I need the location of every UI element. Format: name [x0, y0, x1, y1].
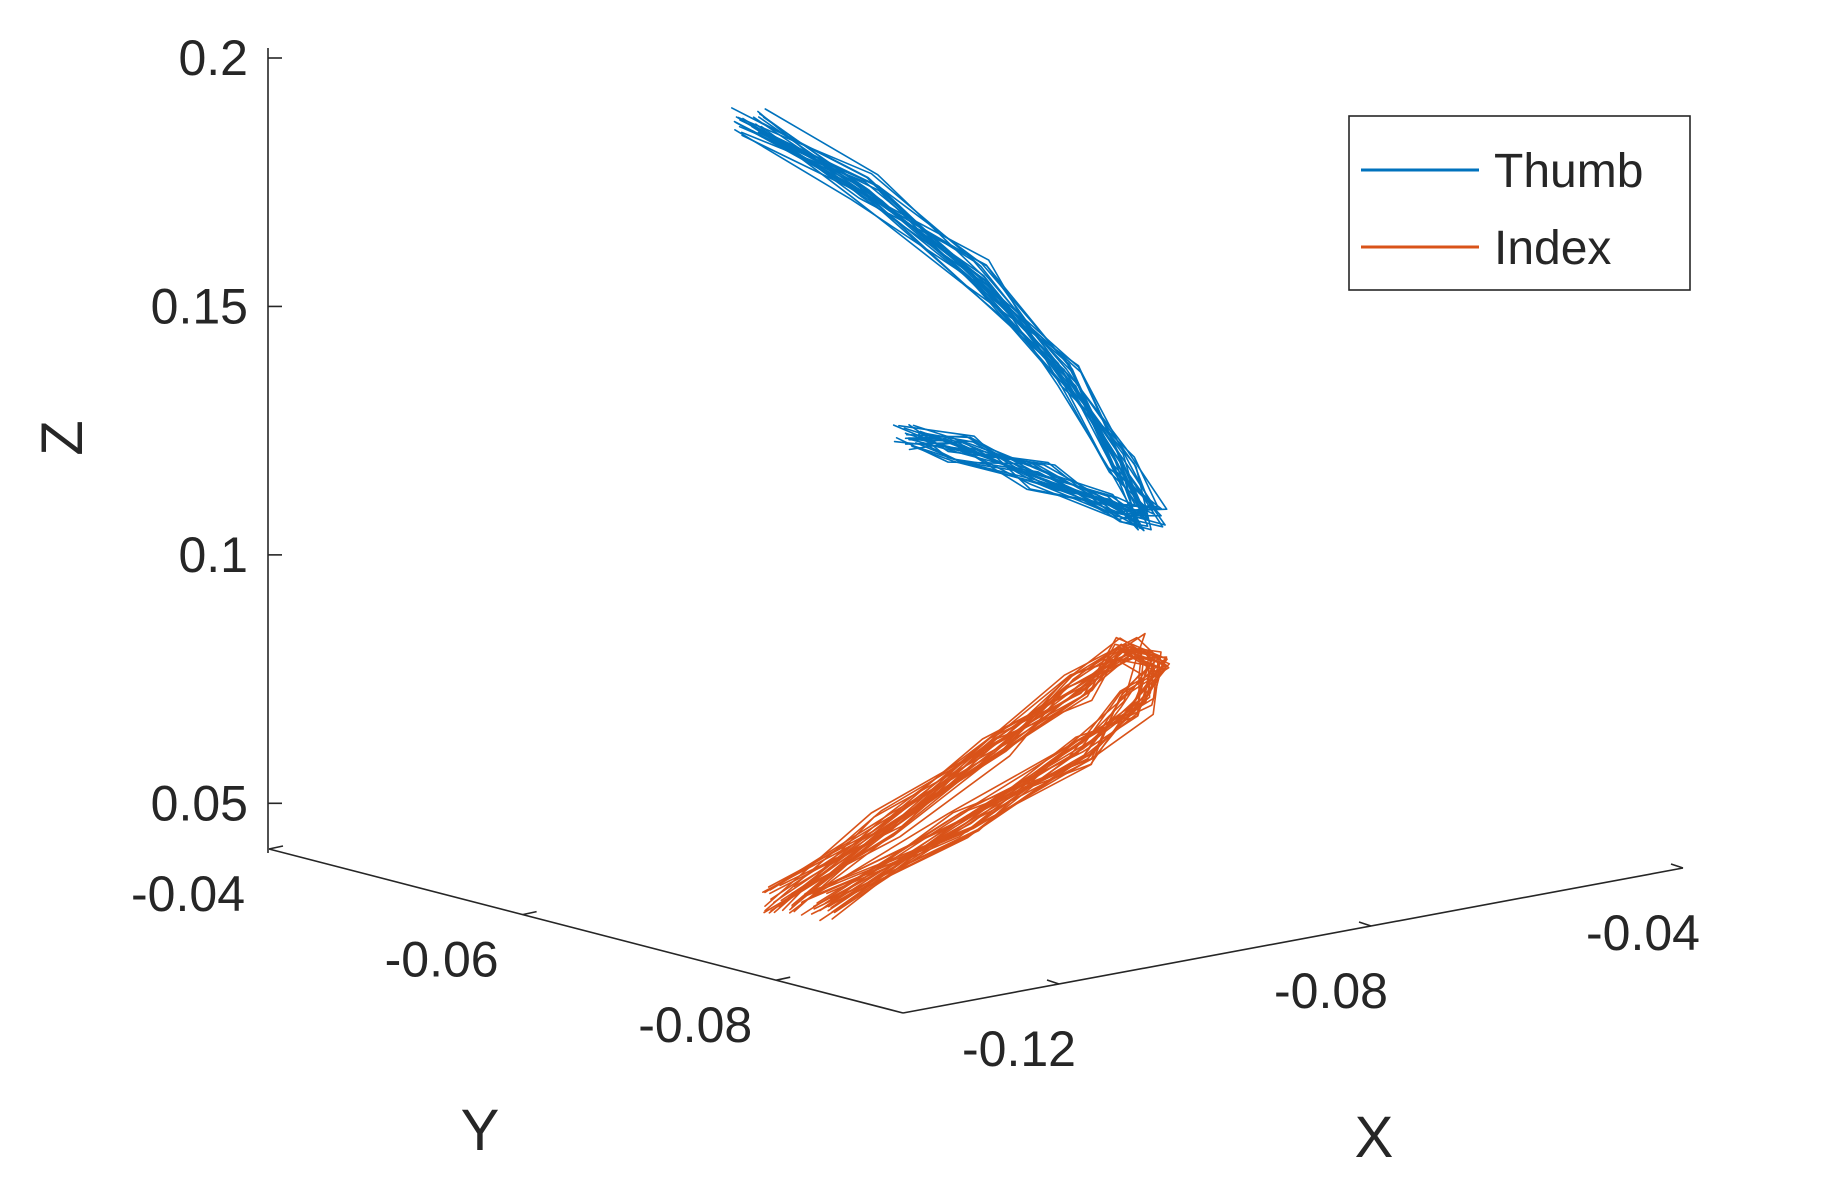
- series-line: [764, 653, 1143, 904]
- x-tick: [1670, 863, 1684, 869]
- plot-area: [731, 107, 1171, 922]
- x-tick-label: -0.12: [962, 1021, 1076, 1077]
- y-tick: [268, 845, 284, 850]
- series-line: [735, 116, 1155, 515]
- x-axis-label: X: [1355, 1105, 1394, 1170]
- series-line: [778, 653, 1164, 908]
- legend-label-index: Index: [1494, 222, 1611, 275]
- z-axis-label: Z: [30, 420, 95, 455]
- legend-box: [1348, 115, 1691, 291]
- series-line: [751, 129, 1152, 531]
- y-tick-label: -0.08: [638, 997, 752, 1053]
- y-axis-label: Y: [461, 1098, 500, 1163]
- y-axis-line: [268, 848, 904, 1014]
- series-line: [756, 128, 1139, 531]
- y-tick-label: -0.06: [385, 932, 499, 988]
- series-line: [767, 648, 1154, 910]
- z-tick-label: 0.15: [151, 278, 248, 334]
- z-tick-label: 0.2: [178, 30, 248, 86]
- series-line: [741, 134, 1141, 529]
- series-line: [733, 120, 1155, 509]
- legend: Thumb Index: [1348, 115, 1691, 291]
- x-tick-label: -0.04: [1586, 905, 1700, 961]
- x-tick-label: -0.08: [1274, 963, 1388, 1019]
- series-index: [762, 632, 1171, 922]
- series-line: [792, 649, 1150, 912]
- series-line: [755, 123, 1149, 520]
- series-line: [764, 646, 1157, 907]
- legend-label-thumb: Thumb: [1494, 145, 1643, 198]
- series-line: [793, 646, 1150, 913]
- x-axis-line: [902, 867, 1684, 1014]
- z-tick-label: 0.1: [178, 527, 248, 583]
- series-line: [768, 648, 1155, 914]
- series-thumb: [731, 107, 1168, 532]
- x-tick: [1046, 979, 1060, 985]
- series-line: [773, 636, 1170, 916]
- series-line: [752, 116, 1145, 532]
- series-line: [757, 110, 1146, 517]
- y-tick: [776, 976, 791, 981]
- y-tick: [522, 910, 537, 916]
- series-line: [751, 125, 1137, 525]
- series-line: [757, 131, 1139, 528]
- y-tick-label: -0.04: [131, 866, 245, 922]
- z-tick-label: 0.05: [151, 775, 248, 831]
- series-line: [734, 129, 1149, 527]
- series-line: [791, 636, 1168, 908]
- axes: 0.05 0.1 0.15 0.2 -0.04 -0.06 -0.08 -0.12 -0.08 -…: [131, 30, 1700, 1077]
- x-tick: [1358, 921, 1372, 927]
- series-line: [740, 119, 1164, 528]
- series-line: [737, 116, 1166, 526]
